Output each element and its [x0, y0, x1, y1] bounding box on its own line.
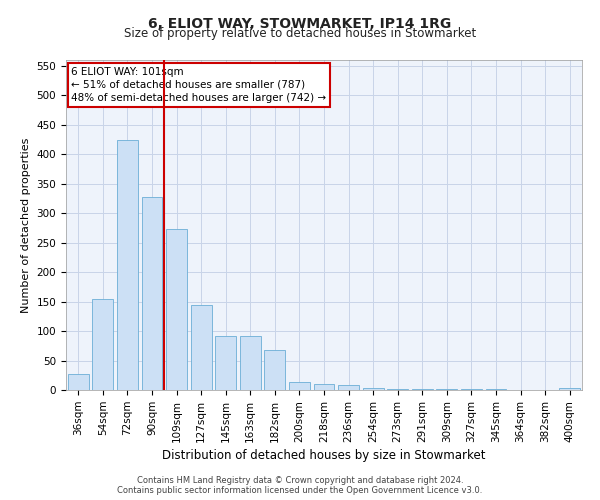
Bar [166, 229, 187, 390]
Text: 6 ELIOT WAY: 101sqm
← 51% of detached houses are smaller (787)
48% of semi-detac: 6 ELIOT WAY: 101sqm ← 51% of detached ho… [71, 66, 326, 103]
Bar [68, 374, 89, 390]
Bar [191, 304, 212, 390]
Bar [559, 388, 580, 390]
Bar [92, 298, 113, 390]
Text: Size of property relative to detached houses in Stowmarket: Size of property relative to detached ho… [124, 28, 476, 40]
Bar [362, 388, 383, 390]
Y-axis label: Number of detached properties: Number of detached properties [21, 138, 31, 312]
Bar [289, 382, 310, 390]
Bar [142, 196, 163, 390]
Bar [387, 389, 408, 390]
Bar [117, 140, 138, 390]
Bar [338, 384, 359, 390]
X-axis label: Distribution of detached houses by size in Stowmarket: Distribution of detached houses by size … [162, 449, 486, 462]
Text: Contains HM Land Registry data © Crown copyright and database right 2024.
Contai: Contains HM Land Registry data © Crown c… [118, 476, 482, 495]
Bar [265, 350, 286, 390]
Bar [240, 336, 261, 390]
Bar [215, 336, 236, 390]
Text: 6, ELIOT WAY, STOWMARKET, IP14 1RG: 6, ELIOT WAY, STOWMARKET, IP14 1RG [148, 18, 452, 32]
Bar [314, 384, 334, 390]
